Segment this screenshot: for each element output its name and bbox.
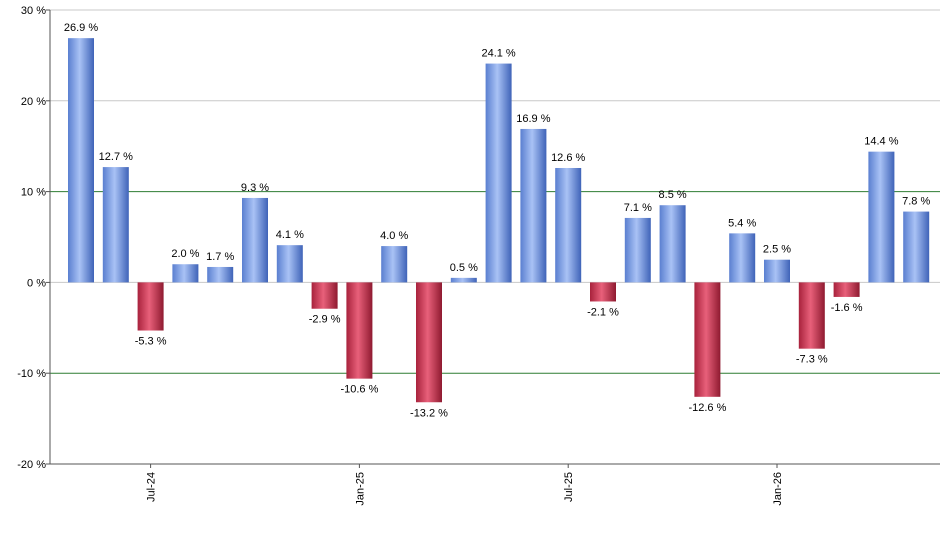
bar-positive [659, 205, 686, 283]
data-label: -2.9 % [309, 314, 341, 326]
data-label: 4.0 % [380, 230, 408, 242]
bar-negative [798, 282, 825, 349]
data-label: -7.3 % [796, 354, 828, 366]
data-label: 4.1 % [276, 229, 304, 241]
bar-positive [764, 259, 790, 283]
data-label: 2.0 % [171, 248, 199, 260]
bar-positive [207, 266, 234, 283]
bar-positive [172, 264, 199, 283]
data-label: -5.3 % [135, 336, 167, 348]
y-tick-label: 10 % [21, 187, 46, 199]
data-label: 9.3 % [241, 182, 269, 194]
data-label: 24.1 % [481, 48, 515, 60]
bar-positive [555, 167, 582, 283]
bar-positive [68, 38, 94, 283]
bar-positive [729, 233, 756, 283]
data-label: 16.9 % [516, 113, 550, 125]
data-label: -2.1 % [587, 306, 619, 318]
bar-positive [102, 167, 129, 283]
bar-positive [242, 197, 268, 283]
data-label: -10.6 % [340, 384, 378, 396]
x-tick-label: Jul-25 [563, 472, 575, 502]
bar-positive [276, 245, 303, 283]
bar-positive [381, 246, 408, 283]
bar-negative [833, 282, 860, 297]
x-tick-label: Jul-24 [146, 472, 158, 502]
data-label: -1.6 % [831, 302, 863, 314]
bar-positive [868, 151, 895, 283]
bar-positive [485, 63, 512, 283]
data-label: 2.5 % [763, 244, 791, 256]
data-label: 26.9 % [64, 22, 98, 34]
data-label: 1.7 % [206, 251, 234, 263]
bar-negative [346, 282, 373, 379]
bar-positive [450, 277, 477, 283]
bars-layer [68, 38, 930, 403]
data-label: 7.8 % [902, 196, 930, 208]
bar-negative [416, 282, 442, 403]
y-tick-label: -20 % [17, 459, 46, 471]
bar-positive [520, 128, 547, 283]
data-label: -12.6 % [688, 402, 726, 414]
y-tick-label: 30 % [21, 5, 46, 17]
y-tick-label: -10 % [17, 368, 46, 380]
bar-positive [903, 211, 930, 283]
bar-negative [590, 282, 616, 302]
bar-negative [311, 282, 338, 309]
bar-negative [694, 282, 721, 397]
labels-layer: 30 % 20 % 10 % 0 % -10 % -20 % 26.9 % 12.7 % -5.… [17, 5, 930, 506]
data-label: 12.6 % [551, 152, 585, 164]
data-label: 0.5 % [450, 262, 478, 274]
x-tick-label: Jan-26 [772, 472, 784, 506]
y-tick-label: 20 % [21, 96, 46, 108]
x-tick-label: Jan-25 [354, 472, 366, 506]
bar-negative [137, 282, 164, 331]
bar-positive [624, 217, 651, 283]
y-tick-label: 0 % [27, 277, 46, 289]
data-label: 8.5 % [659, 189, 687, 201]
data-label: 5.4 % [728, 217, 756, 229]
data-label: -13.2 % [410, 407, 448, 419]
data-label: 14.4 % [864, 136, 898, 148]
axes-layer [46, 9, 940, 468]
data-label: 12.7 % [99, 151, 133, 163]
data-label: 7.1 % [624, 202, 652, 214]
